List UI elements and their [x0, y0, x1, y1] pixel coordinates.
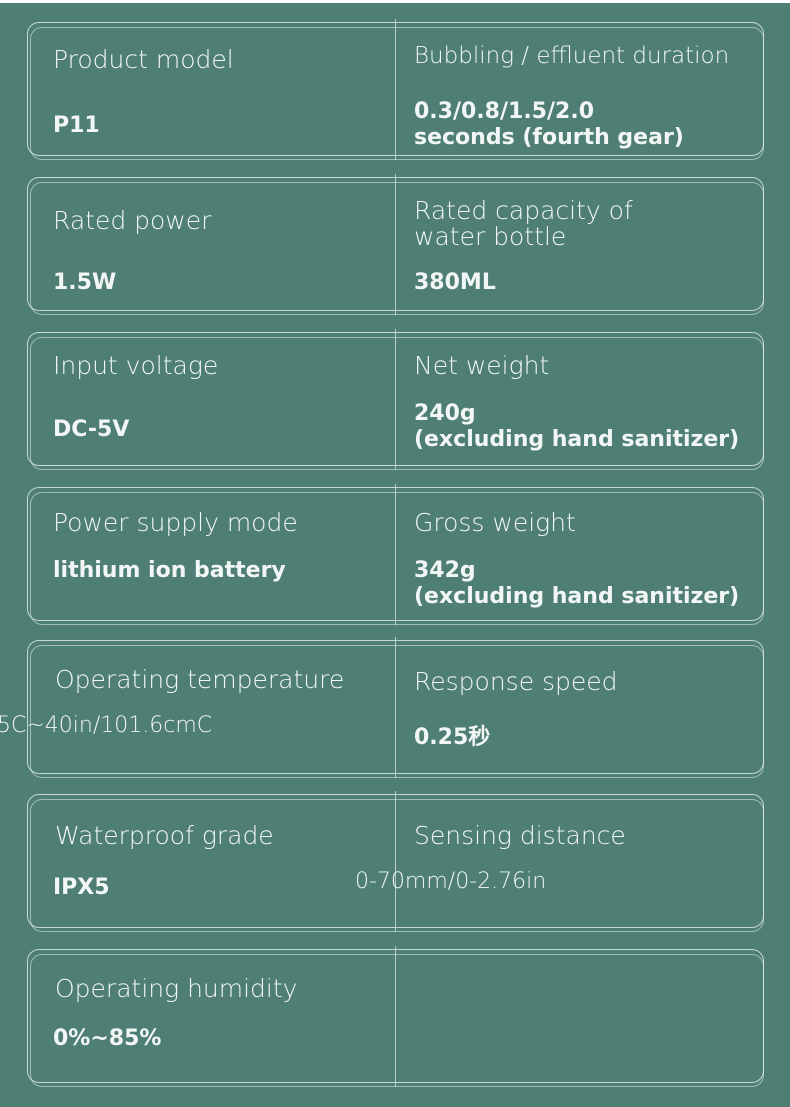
spec-row-6: Waterproof grade IPX5 Sensing distance 0…	[27, 791, 764, 932]
spec-value: 0.25秒	[414, 725, 491, 750]
column-divider	[395, 791, 396, 932]
spec-value: 342g (excluding hand sanitizer)	[414, 558, 740, 609]
spec-label: Product model	[53, 45, 234, 74]
spec-label: Operating temperature	[55, 665, 345, 694]
spec-label: Operating humidity	[55, 974, 298, 1003]
column-divider	[395, 329, 396, 470]
spec-label: Bubbling / effluent duration	[414, 43, 730, 69]
spec-value: 380ML	[414, 270, 496, 295]
column-divider	[395, 484, 396, 625]
spec-label: Sensing distance	[414, 821, 626, 850]
spec-row-7: Operating humidity 0%~85%	[27, 946, 764, 1087]
spec-value: 0.3/0.8/1.5/2.0 seconds (fourth gear)	[414, 99, 684, 150]
spec-value: 1.5W	[53, 270, 117, 295]
spec-label: Input voltage	[53, 351, 219, 380]
top-border	[0, 0, 790, 3]
spec-row-1: Product model P11 Bubbling / effluent du…	[27, 19, 764, 160]
spec-label: Gross weight	[414, 508, 576, 537]
spec-value: 0%~85%	[53, 1026, 162, 1051]
spec-label: Rated power	[53, 206, 212, 235]
spec-value: 0-70mm/0-2.76in	[355, 869, 547, 894]
spec-value: 5C~40in/101.6cmC	[0, 713, 213, 738]
spec-value: 240g (excluding hand sanitizer)	[414, 401, 740, 452]
spec-row-4: Power supply mode lithium ion battery Gr…	[27, 484, 764, 625]
spec-value: DC-5V	[53, 417, 130, 442]
column-divider	[395, 637, 396, 778]
column-divider	[395, 174, 396, 315]
spec-value: lithium ion battery	[53, 558, 286, 583]
spec-value: IPX5	[53, 875, 110, 900]
column-divider	[395, 946, 396, 1087]
spec-row-5: Operating temperature 5C~40in/101.6cmC R…	[0, 637, 764, 778]
spec-value: P11	[53, 113, 100, 138]
spec-row-3: Input voltage DC-5V Net weight 240g (exc…	[27, 329, 764, 470]
spec-label: Net weight	[414, 351, 550, 380]
spec-label: Waterproof grade	[55, 821, 274, 850]
spec-label: Rated capacity of water bottle	[414, 196, 633, 251]
spec-label: Response speed	[414, 667, 618, 696]
column-divider	[395, 19, 396, 160]
spec-row-2: Rated power 1.5W Rated capacity of water…	[27, 174, 764, 315]
spec-label: Power supply mode	[53, 508, 298, 537]
